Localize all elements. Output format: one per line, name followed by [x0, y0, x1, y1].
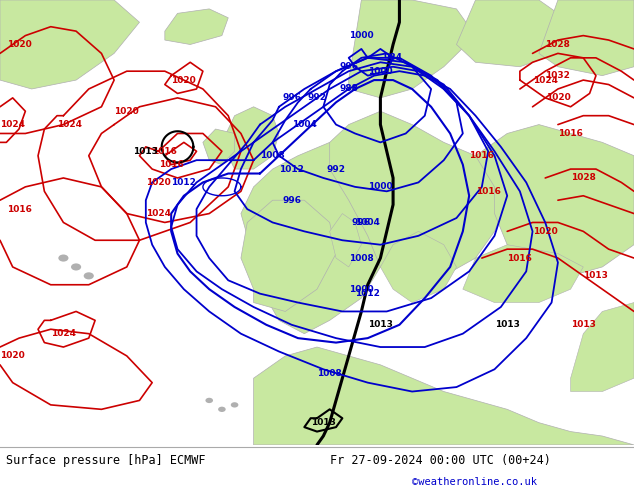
Text: 1016: 1016: [158, 160, 184, 169]
Circle shape: [205, 398, 213, 403]
Text: Fr 27-09-2024 00:00 UTC (00+24): Fr 27-09-2024 00:00 UTC (00+24): [330, 454, 550, 467]
Text: 1000: 1000: [368, 67, 392, 75]
Text: 1008: 1008: [260, 151, 285, 160]
Text: 1000: 1000: [349, 31, 373, 40]
Text: 1024: 1024: [51, 329, 76, 338]
Text: 1012: 1012: [171, 178, 197, 187]
Text: 996: 996: [352, 218, 371, 227]
Text: 1016: 1016: [558, 129, 583, 138]
Text: 996: 996: [339, 62, 358, 71]
Text: 1013: 1013: [368, 320, 393, 329]
Polygon shape: [241, 143, 393, 334]
Text: ©weatheronline.co.uk: ©weatheronline.co.uk: [412, 477, 537, 487]
Polygon shape: [330, 111, 507, 276]
Text: 1024: 1024: [146, 209, 171, 218]
Text: 1024: 1024: [533, 75, 558, 85]
Polygon shape: [571, 302, 634, 392]
Text: 992: 992: [327, 165, 346, 173]
Text: Surface pressure [hPa] ECMWF: Surface pressure [hPa] ECMWF: [6, 454, 206, 467]
Text: 1024: 1024: [0, 120, 25, 129]
Text: 1020: 1020: [171, 75, 197, 85]
Text: 1020: 1020: [533, 227, 558, 236]
Polygon shape: [330, 214, 361, 267]
Circle shape: [58, 254, 68, 262]
Text: 1028: 1028: [545, 40, 571, 49]
Text: 1016: 1016: [6, 205, 32, 214]
Text: 1012: 1012: [355, 289, 380, 298]
Text: 1020: 1020: [114, 107, 139, 116]
Text: 1013: 1013: [311, 418, 336, 427]
Polygon shape: [0, 0, 139, 89]
Polygon shape: [349, 0, 476, 98]
Polygon shape: [456, 0, 571, 67]
Text: 1016: 1016: [152, 147, 178, 156]
Polygon shape: [476, 124, 634, 276]
Polygon shape: [222, 107, 279, 169]
Text: 996: 996: [282, 94, 301, 102]
Text: 1016: 1016: [476, 187, 501, 196]
Text: 1012: 1012: [279, 165, 304, 173]
Circle shape: [71, 264, 81, 270]
Polygon shape: [241, 200, 336, 312]
Text: 1013: 1013: [571, 320, 596, 329]
Text: 1000: 1000: [368, 182, 392, 192]
Text: 988: 988: [339, 84, 358, 94]
Polygon shape: [380, 231, 456, 302]
Text: 1020: 1020: [0, 351, 25, 361]
Text: 1008: 1008: [317, 369, 342, 378]
Text: 1004: 1004: [292, 120, 317, 129]
Text: 984: 984: [384, 53, 403, 62]
Text: 1032: 1032: [545, 71, 571, 80]
Text: 992: 992: [307, 94, 327, 102]
Polygon shape: [254, 347, 634, 445]
Text: 1008: 1008: [349, 253, 374, 263]
Text: 1016: 1016: [507, 253, 533, 263]
Polygon shape: [165, 9, 228, 45]
Text: 1004: 1004: [355, 218, 380, 227]
Text: 1020: 1020: [545, 94, 571, 102]
Text: 1020: 1020: [146, 178, 171, 187]
Text: 1020: 1020: [6, 40, 32, 49]
Text: 1028: 1028: [571, 173, 596, 182]
Text: 996: 996: [282, 196, 301, 205]
Circle shape: [84, 272, 94, 279]
Circle shape: [218, 407, 226, 412]
Text: 1013: 1013: [133, 147, 158, 156]
Text: 1013: 1013: [495, 320, 520, 329]
Polygon shape: [463, 245, 583, 302]
Circle shape: [231, 402, 238, 408]
Text: 1000: 1000: [349, 285, 373, 294]
Text: 1024: 1024: [57, 120, 82, 129]
Text: 1016: 1016: [469, 151, 495, 160]
Polygon shape: [539, 0, 634, 75]
Text: 1013: 1013: [583, 271, 609, 280]
Polygon shape: [203, 129, 235, 165]
